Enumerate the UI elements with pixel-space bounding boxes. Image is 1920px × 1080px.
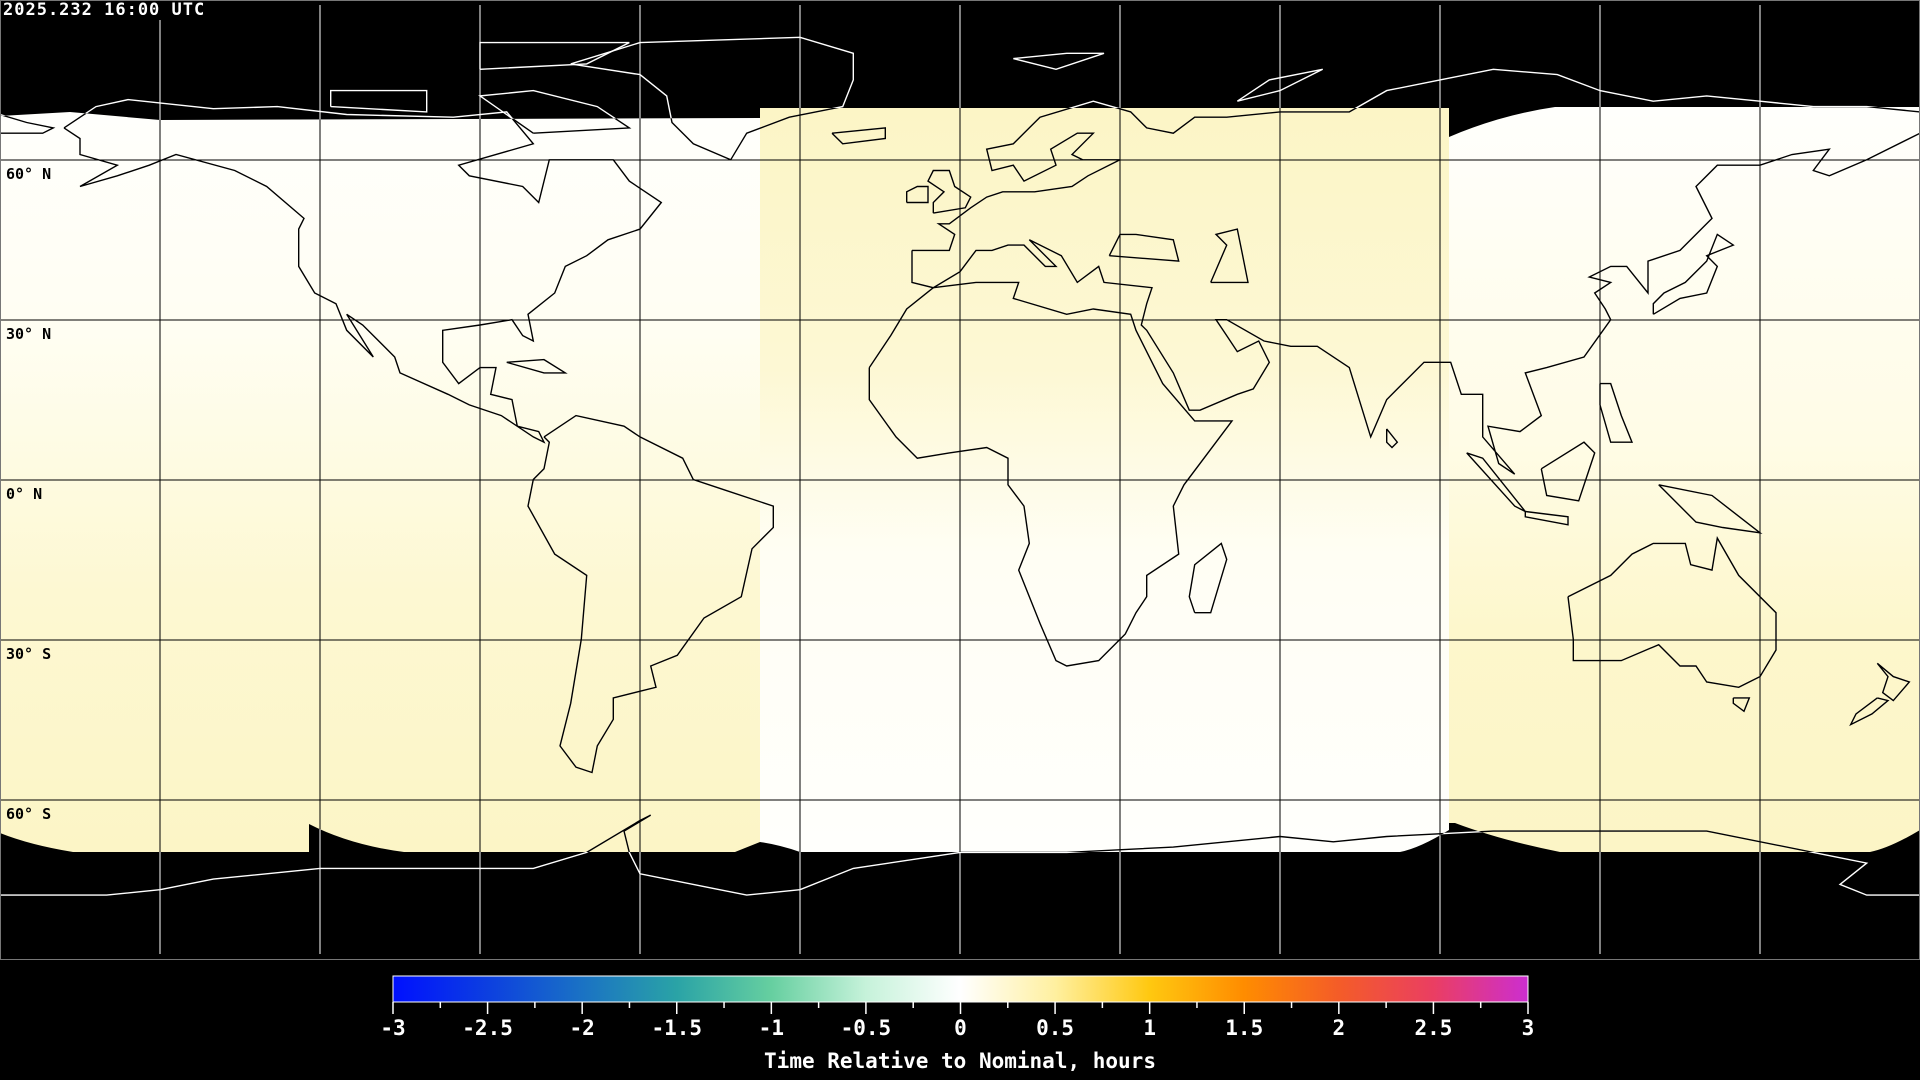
colorbar-tick-label: -2.5 bbox=[462, 1016, 513, 1040]
coastline-novaya-zemlya bbox=[1236, 68, 1324, 102]
lat-label-60n: 60° N bbox=[6, 165, 52, 183]
coastline-africa bbox=[868, 281, 1234, 667]
coastline-philippines bbox=[1599, 382, 1634, 443]
coastline-north-america bbox=[63, 107, 663, 444]
lat-label-0n: 0° N bbox=[6, 485, 43, 503]
coastline-new-guinea bbox=[1658, 484, 1763, 534]
coastline-nz-south bbox=[1849, 697, 1890, 727]
coastline-ireland bbox=[906, 185, 929, 204]
coastline-eurasia bbox=[911, 107, 1920, 475]
coastline-australia bbox=[1567, 536, 1777, 689]
coastline-borneo bbox=[1540, 441, 1596, 502]
world-map bbox=[0, 5, 1920, 954]
coastline-ellesmere-island bbox=[479, 41, 630, 70]
colorbar-tick-label: -1.5 bbox=[651, 1016, 702, 1040]
lat-label-30s: 30° S bbox=[6, 645, 52, 663]
coastline-baffin-island bbox=[478, 107, 632, 134]
lat-label-30n: 30° N bbox=[6, 325, 52, 343]
coastline-cuba bbox=[506, 358, 568, 374]
colorbar: -3 -2.5 -2 -1.5 -1 -0.5 0 0.5 1 1.5 2 2.5 3 Time Rel… bbox=[380, 975, 1534, 1073]
coastline-sri-lanka bbox=[1385, 428, 1399, 449]
colorbar-tick-label: -0.5 bbox=[841, 1016, 892, 1040]
colorbar-tick-label: -3 bbox=[380, 1016, 405, 1040]
colorbar-tick-label: 0.5 bbox=[1036, 1016, 1074, 1040]
coastline-victoria-island bbox=[330, 89, 428, 113]
colorbar-tick-label: 1.5 bbox=[1225, 1016, 1263, 1040]
coastline-madagascar bbox=[1188, 542, 1228, 614]
timestamp-label: 2025.232 16:00 UTC bbox=[3, 0, 206, 20]
colorbar-tick-label: 0 bbox=[954, 1016, 967, 1040]
colorbar-gradient bbox=[392, 975, 1529, 1003]
lat-label-60s: 60° S bbox=[6, 805, 52, 823]
colorbar-tick-label: 3 bbox=[1522, 1016, 1535, 1040]
colorbar-tick-label: 1 bbox=[1143, 1016, 1156, 1040]
colorbar-title: Time Relative to Nominal, hours bbox=[764, 1049, 1156, 1073]
coastline-svalbard bbox=[1013, 52, 1105, 71]
coastline-japan bbox=[1652, 233, 1735, 315]
coastline-caspian-sea bbox=[1210, 228, 1249, 284]
coastline-south-america bbox=[527, 414, 774, 774]
coastline-nz-north bbox=[1876, 662, 1911, 702]
coastline-greenland bbox=[570, 107, 854, 161]
coastline-tasmania bbox=[1732, 697, 1751, 713]
colorbar-tick-label: -1 bbox=[759, 1016, 784, 1040]
coastline-black-sea bbox=[1108, 233, 1180, 262]
coastline-chukotka bbox=[0, 113, 56, 134]
colorbar-tick-label: -2 bbox=[570, 1016, 595, 1040]
colorbar-tick-label: 2 bbox=[1333, 1016, 1346, 1040]
colorbar-tick-label: 2.5 bbox=[1414, 1016, 1452, 1040]
coastlines-on-data bbox=[0, 107, 1920, 852]
coastline-great-britain bbox=[927, 169, 972, 214]
colorbar-ticks bbox=[392, 1002, 1529, 1014]
colorbar-tick-labels: -3 -2.5 -2 -1.5 -1 -0.5 0 0.5 1 1.5 2 2.5 3 bbox=[380, 1016, 1534, 1040]
coastline-iceland bbox=[831, 127, 886, 145]
coastline-antarctica bbox=[0, 814, 1920, 852]
coverage-region-west bbox=[0, 112, 760, 852]
coastline-java bbox=[1524, 510, 1569, 526]
